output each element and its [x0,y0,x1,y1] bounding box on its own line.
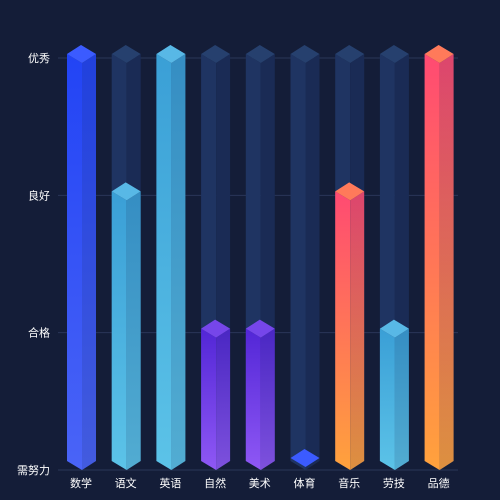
bars [67,45,454,471]
bar-0-front-face [67,54,82,470]
bar-2-top-cap [156,45,186,63]
bar-1-front-face [111,191,127,471]
bar-track-top-cap [379,45,409,63]
bar-track-top-cap [111,45,141,63]
bar-7 [379,319,409,470]
bar-6-top-cap [335,182,365,201]
x-tick-label: 语文 [115,476,137,490]
bar-8-top-cap [424,45,454,63]
bar-track-top-cap [335,45,365,63]
bar-3-side-face [216,328,231,470]
x-axis-labels: 数学 语文 英语 自然 美术 体育 音乐 劳技 品德 [70,476,450,490]
bar-1 [111,182,141,471]
bar-3-front-face [201,328,217,470]
bar-3-top-cap [201,319,231,338]
x-tick-label: 体育 [294,476,316,490]
bar-4-top-cap [245,319,275,338]
bar-6-front-face [335,191,351,471]
x-tick-label: 品德 [428,476,450,490]
x-tick-label: 劳技 [383,477,405,490]
x-tick-label: 数学 [70,476,92,490]
bar-1-side-face [126,191,141,471]
y-tick-label: 合格 [28,326,50,340]
bar-7-side-face [394,328,409,470]
y-tick-label: 良好 [28,188,50,202]
bar-3 [201,319,231,470]
bar-4-side-face [260,328,275,470]
bar-7-front-face [379,328,395,470]
bar-8-side-face [439,54,454,470]
x-tick-label: 英语 [159,476,181,490]
bar-6 [335,182,365,471]
bar-6-side-face [350,191,365,471]
bar-4-front-face [245,328,261,470]
bar-track-top-cap [201,45,231,63]
y-axis-ticks: 需努力 合格 良好 优秀 [17,52,50,477]
x-tick-label: 美术 [249,477,271,490]
bar-0 [67,45,96,470]
bar-1-top-cap [111,182,141,201]
bar-2-side-face [171,54,186,470]
bar-track [290,45,320,470]
bar-2-front-face [156,54,172,470]
bar-track-side-face [305,54,320,470]
x-tick-label: 自然 [204,476,226,490]
bar-7-top-cap [379,319,409,338]
x-tick-label: 音乐 [338,476,360,490]
bar-8-front-face [424,54,440,470]
bar-track-top-cap [245,45,275,63]
y-tick-label: 优秀 [28,52,50,65]
bar-8 [424,45,454,470]
bar-track-top-cap [290,45,320,63]
bar-4 [245,319,275,470]
bar-track-front-face [290,54,306,470]
bar-0-top-cap [67,45,96,63]
bar-2 [156,45,186,470]
bar-0-side-face [82,54,96,470]
bar-5-top-cap [290,449,320,467]
y-tick-label: 需努力 [17,463,50,477]
